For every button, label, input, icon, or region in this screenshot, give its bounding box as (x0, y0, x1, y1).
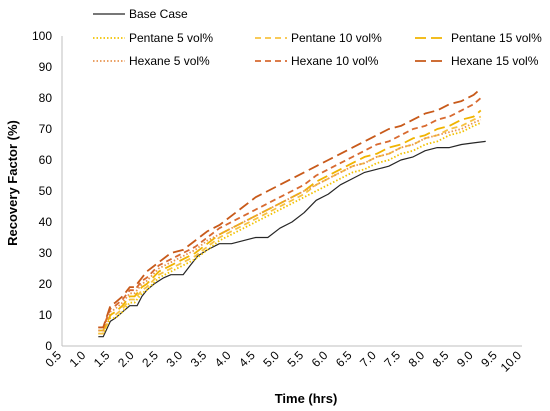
x-tick-label: 1.0 (67, 348, 89, 370)
series-line-base-case (98, 140, 486, 338)
x-tick-label: 9.5 (478, 348, 500, 370)
series-line-hexane-15-vol (98, 88, 482, 329)
x-tick-label: 2.0 (115, 348, 137, 370)
y-tick-label: 10 (39, 308, 53, 322)
x-tick-label: 9.0 (454, 348, 476, 370)
legend: Base Case Pentane 5 vol% Pentane 10 vol% Pe… (93, 7, 542, 68)
y-tick-label: 50 (39, 184, 53, 198)
x-tick-label: 7.0 (357, 348, 379, 370)
y-axis-label: Recovery Factor (%) (5, 120, 20, 246)
legend-label-pentane-10-vol: Pentane 10 vol% (291, 31, 382, 45)
x-axis-label: Time (hrs) (275, 391, 338, 406)
y-tick-label: 60 (39, 153, 53, 167)
series-lines (98, 88, 486, 338)
y-tick-label: 70 (39, 122, 53, 136)
legend-label-hexane-10-vol: Hexane 10 vol% (291, 54, 379, 68)
y-tick-label: 30 (39, 246, 53, 260)
y-tick-label: 90 (39, 60, 53, 74)
series-line-hexane-5-vol (98, 118, 482, 332)
y-tick-labels: 0 10 20 30 40 50 60 70 80 90 100 (32, 29, 52, 353)
y-tick-label: 100 (32, 29, 52, 43)
y-tick-label: 40 (39, 215, 53, 229)
x-tick-label: 4.0 (212, 348, 234, 370)
y-tick-label: 0 (45, 339, 52, 353)
x-tick-label: 3.5 (188, 348, 210, 370)
x-tick-label: 1.5 (91, 348, 113, 370)
series-line-pentane-5-vol (98, 121, 482, 335)
x-tick-label: 5.0 (260, 348, 282, 370)
legend-label-pentane-15-vol: Pentane 15 vol% (451, 31, 542, 45)
x-tick-label: 6.0 (309, 348, 331, 370)
series-line-hexane-10-vol (98, 97, 482, 329)
x-tick-label: 4.5 (236, 348, 258, 370)
x-tick-label: 5.5 (285, 348, 307, 370)
legend-label-hexane-15-vol: Hexane 15 vol% (451, 54, 539, 68)
series-line-pentane-10-vol (98, 115, 482, 335)
legend-label-pentane-5-vol: Pentane 5 vol% (129, 31, 213, 45)
series-line-pentane-15-vol (98, 109, 482, 332)
x-tick-labels: 0.5 1.0 1.5 2.0 2.5 3.0 3.5 4.0 4.5 5.0 5.5 6.0 6.5 7… (42, 348, 524, 375)
y-tick-label: 80 (39, 91, 53, 105)
axes (61, 36, 522, 347)
x-tick-label: 8.0 (406, 348, 428, 370)
y-tick-label: 20 (39, 277, 53, 291)
x-tick-label: 6.5 (333, 348, 355, 370)
x-tick-label: 8.5 (430, 348, 452, 370)
x-tick-label: 2.5 (139, 348, 161, 370)
legend-label-hexane-5-vol: Hexane 5 vol% (129, 54, 210, 68)
x-tick-label: 10.0 (498, 348, 525, 375)
x-tick-label: 3.0 (163, 348, 185, 370)
x-tick-label: 7.5 (381, 348, 403, 370)
legend-label-base-case: Base Case (129, 7, 188, 21)
